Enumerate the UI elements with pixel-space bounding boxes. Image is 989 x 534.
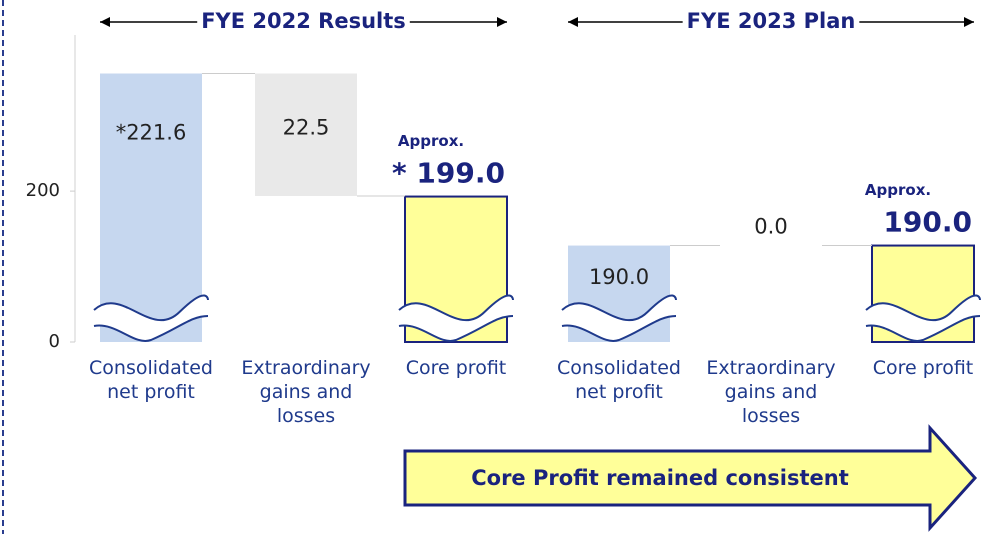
axis-break-line — [93, 315, 209, 342]
arrowhead — [497, 17, 507, 27]
x-tick-label: Core profit — [872, 357, 974, 379]
total-note: Approx. — [398, 132, 464, 150]
value-label: 0.0 — [754, 215, 787, 239]
arrowhead — [964, 17, 974, 27]
axis-break-line — [398, 294, 514, 321]
y-tick-label: 200 — [26, 180, 60, 201]
axis-break — [866, 295, 980, 341]
x-tick-label: Extraordinary gains and losses — [706, 357, 836, 427]
value-label: *221.6 — [116, 121, 187, 145]
value-label: 22.5 — [283, 116, 330, 140]
bar — [100, 73, 202, 342]
value-label: * 199.0 — [392, 157, 505, 190]
axis-break-line — [865, 315, 981, 342]
axis-break — [562, 295, 676, 341]
x-tick-label: Consolidated net profit — [557, 357, 681, 403]
axis-break-line — [561, 315, 677, 342]
axis-break-line — [865, 294, 981, 321]
banner-text: Core Profit remained consistent — [471, 466, 849, 490]
arrowhead — [100, 17, 110, 27]
panel-title: FYE 2022 Results — [201, 9, 406, 33]
panel-title: FYE 2023 Plan — [687, 9, 856, 33]
value-label: 190.0 — [589, 265, 649, 289]
axis-break-line — [93, 294, 209, 321]
axis-break-line — [398, 315, 514, 342]
x-tick-label: Consolidated net profit — [89, 357, 213, 403]
x-tick-label: Extraordinary gains and losses — [241, 357, 371, 427]
axis-break — [399, 295, 513, 341]
floating-bar — [255, 73, 357, 197]
value-label: 190.0 — [883, 206, 972, 239]
total-note: Approx. — [865, 181, 931, 199]
banner-arrow — [403, 424, 978, 532]
axis-break-line — [561, 294, 677, 321]
x-tick-label: Core profit — [405, 357, 507, 379]
axis-break — [94, 295, 208, 341]
y-tick-label: 0 — [49, 331, 60, 352]
arrowhead — [568, 17, 578, 27]
